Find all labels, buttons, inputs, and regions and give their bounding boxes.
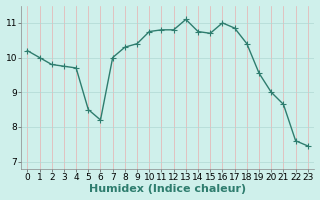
- X-axis label: Humidex (Indice chaleur): Humidex (Indice chaleur): [89, 184, 246, 194]
